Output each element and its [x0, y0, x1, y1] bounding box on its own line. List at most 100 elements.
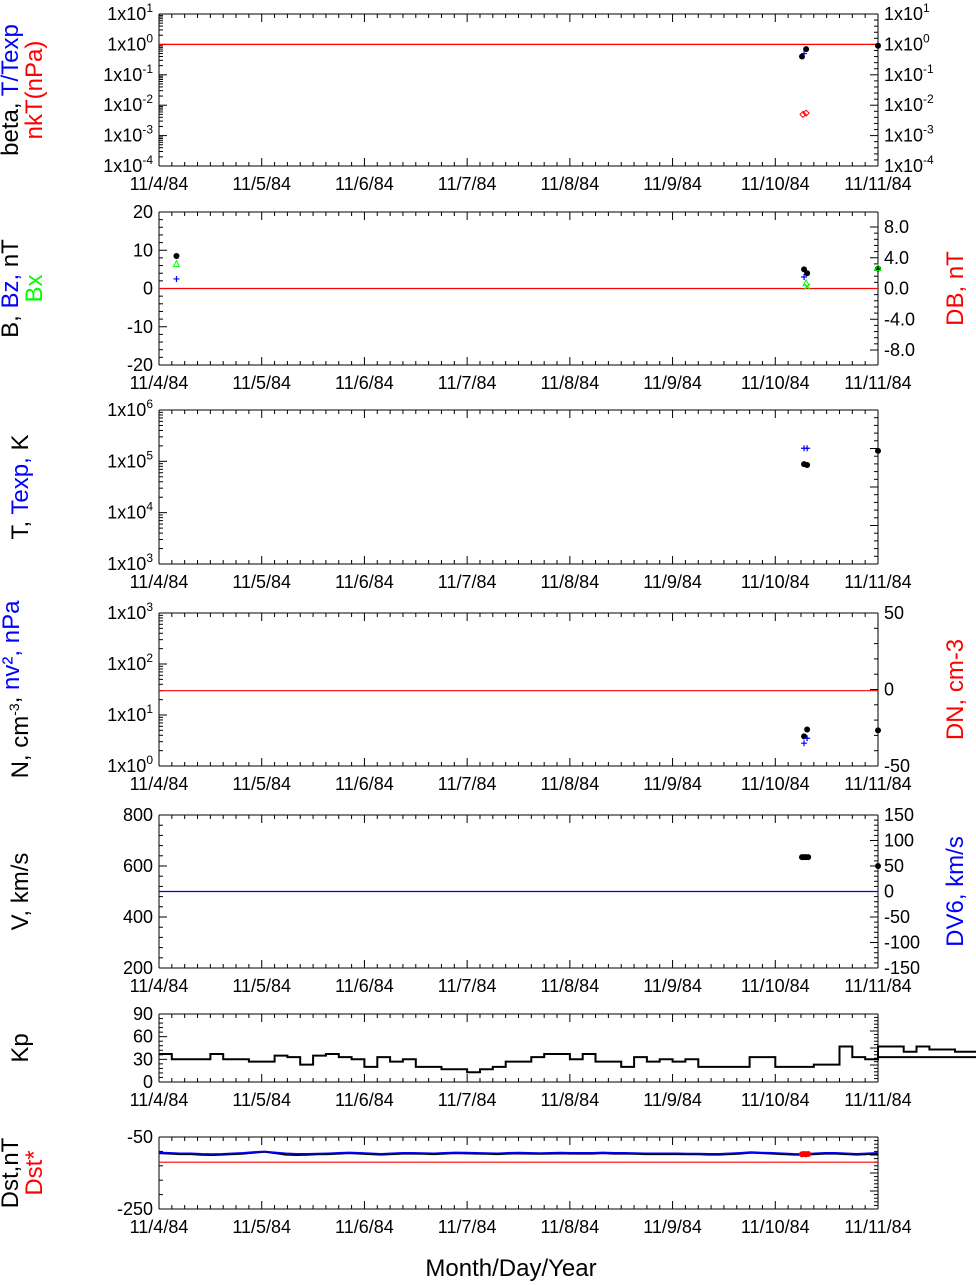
y-tick-label: 0 [143, 1072, 153, 1092]
panel-temperature: 11/4/84 11/5/84 11/6/84 11/7/84 11/8/84 11/9/… [7, 397, 912, 592]
y-tick-label: -250 [117, 1199, 153, 1219]
right-axis-label: DB, nT [942, 251, 969, 326]
x-tick-label: 11/10/84 [741, 976, 810, 996]
x-tick-label: 11/11/84 [844, 1090, 911, 1110]
panel-beta: 11/4/84 11/5/84 11/6/84 11/7/84 11/8/84 11/9/… [0, 1, 934, 194]
right-tick-label: 8.0 [884, 217, 909, 237]
y-tick-label: 1x101 [107, 1, 153, 24]
x-tick-label: 11/10/84 [741, 174, 810, 194]
right-tick-label: -4.0 [884, 309, 915, 329]
panel-density: 11/4/84 11/5/84 11/6/84 11/7/84 11/8/84 11/9/… [0, 600, 969, 794]
x-tick-label: 11/8/84 [540, 174, 599, 194]
x-tick-label: 11/4/84 [130, 572, 189, 592]
y-tick-label: 1x10-1 [103, 62, 153, 85]
x-tick-label: 11/11/84 [844, 174, 911, 194]
right-tick-label: 150 [884, 805, 914, 825]
panels: 11/4/84 11/5/84 11/6/84 11/7/84 11/8/84 11/9/… [0, 1, 976, 1237]
y-tick-label: 400 [123, 907, 153, 927]
panel-dst: 11/4/84 11/5/84 11/6/84 11/7/84 11/8/84 11/9/… [0, 1127, 912, 1237]
data-point [804, 726, 811, 733]
right-tick-label: 50 [884, 856, 904, 876]
y-axis-label: nkT(nPa) [21, 41, 48, 140]
data-point [874, 263, 882, 271]
x-tick-label: 11/11/84 [844, 572, 911, 592]
x-tick-label: 11/9/84 [643, 1090, 702, 1110]
x-axis-label: Month/Day/Year [425, 1255, 596, 1282]
series-line [158, 1150, 879, 1155]
x-tick-label: 11/7/84 [438, 1090, 497, 1110]
y-tick-label: 1x10-3 [103, 123, 153, 146]
data-point [801, 274, 808, 281]
y-axis-label: Dst,nT [0, 1137, 24, 1208]
data-point [804, 461, 811, 468]
x-tick-label: 11/10/84 [741, 373, 810, 393]
data-point [801, 740, 808, 747]
right-tick-label: 1x10-3 [884, 123, 934, 146]
x-tick-label: 11/9/84 [643, 174, 702, 194]
x-tick-label: 11/6/84 [335, 1217, 394, 1237]
y-axis-label: V, km/s [7, 853, 34, 931]
y-tick-label: 600 [123, 856, 153, 876]
y-tick-label: 1x100 [107, 31, 153, 54]
x-tick-label: 11/4/84 [130, 774, 189, 794]
x-tick-label: 11/9/84 [643, 373, 702, 393]
y-tick-label: 1x10-2 [103, 92, 153, 115]
x-tick-label: 11/5/84 [232, 976, 291, 996]
x-tick-label: 11/5/84 [232, 174, 291, 194]
y-tick-label: 1x103 [107, 600, 153, 623]
x-tick-label: 11/6/84 [335, 373, 394, 393]
x-tick-label: 11/11/84 [844, 774, 911, 794]
right-tick-label: -50 [884, 907, 910, 927]
y-tick-label: 90 [133, 1004, 153, 1024]
x-tick-label: 11/5/84 [232, 1090, 291, 1110]
x-tick-label: 11/10/84 [741, 774, 810, 794]
right-axis-label: DV6, km/s [942, 836, 969, 947]
data-point [875, 863, 881, 869]
right-tick-label: 1x10-2 [884, 92, 934, 115]
x-tick-label: 11/8/84 [540, 976, 599, 996]
right-tick-label: 0 [884, 680, 894, 700]
x-tick-label: 11/6/84 [335, 572, 394, 592]
x-tick-label: 11/7/84 [438, 174, 497, 194]
x-tick-label: 11/8/84 [540, 774, 599, 794]
right-tick-label: 50 [884, 603, 904, 623]
right-tick-label: 1x101 [884, 1, 930, 24]
x-tick-label: 11/10/84 [741, 1217, 810, 1237]
y-axis-label: Bx [21, 274, 48, 302]
data-point [805, 1151, 812, 1158]
x-tick-label: 11/11/84 [844, 373, 911, 393]
y-tick-label: -10 [127, 317, 153, 337]
x-tick-label: 11/7/84 [438, 572, 497, 592]
data-point [805, 854, 812, 861]
right-tick-label: 0 [884, 882, 894, 902]
y-axis-label: B, Bz, nT [0, 239, 24, 338]
y-axis-label: T, Texp, K [7, 435, 34, 540]
y-tick-label: 20 [133, 202, 153, 222]
x-tick-label: 11/8/84 [540, 1217, 599, 1237]
y-tick-label: 0 [143, 279, 153, 299]
x-tick-label: 11/8/84 [540, 572, 599, 592]
panel-kp: 11/4/84 11/5/84 11/6/84 11/7/84 11/8/84 11/9/… [7, 1004, 976, 1110]
x-tick-label: 11/7/84 [438, 1217, 497, 1237]
series-line [159, 1045, 976, 1074]
y-tick-label: 1x103 [107, 551, 153, 574]
panel-bfield: 11/4/84 11/5/84 11/6/84 11/7/84 11/8/84 11/9/… [0, 202, 969, 393]
data-point [875, 447, 881, 454]
right-tick-label: 0.0 [884, 279, 909, 299]
data-point [799, 110, 807, 119]
right-tick-label: -100 [884, 933, 920, 953]
right-axis-label: DN, cm-3 [942, 639, 969, 740]
data-point [875, 727, 881, 734]
y-tick-label: 1x106 [107, 397, 153, 420]
data-point [173, 275, 180, 282]
x-tick-label: 11/4/84 [130, 976, 189, 996]
x-tick-label: 11/8/84 [540, 373, 599, 393]
x-tick-label: 11/11/84 [844, 1217, 911, 1237]
right-tick-label: 4.0 [884, 248, 909, 268]
right-tick-label: 1x100 [884, 31, 930, 54]
data-point [172, 259, 181, 268]
y-tick-label: 1x102 [107, 651, 153, 674]
x-tick-label: 11/4/84 [130, 174, 189, 194]
y-tick-label: 200 [123, 958, 153, 978]
y-tick-label: 800 [123, 805, 153, 825]
